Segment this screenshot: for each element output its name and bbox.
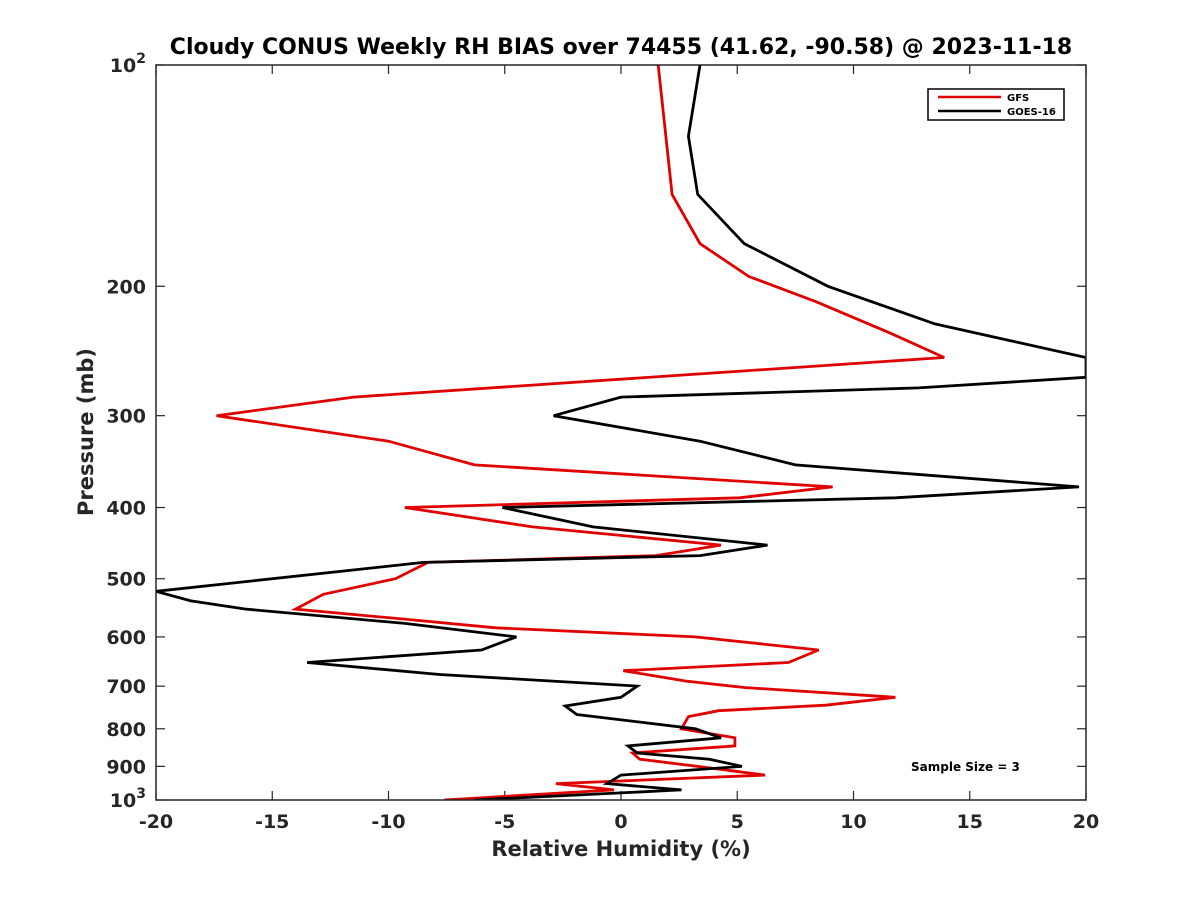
series-line-gfs xyxy=(216,65,945,800)
y-tick-label: 700 xyxy=(106,676,146,698)
y-tick-label: 103 xyxy=(110,786,146,812)
y-tick-label: 400 xyxy=(106,498,146,520)
legend: GFS GOES-16 xyxy=(927,88,1065,121)
x-tick-label: 0 xyxy=(614,811,627,833)
axis-ticks: -20 -15 -10 -5 0 5 10 15 20102200300400500600700… xyxy=(106,51,1099,833)
x-axis-label: Relative Humidity (%) xyxy=(491,837,750,861)
y-axis-label: Pressure (mb) xyxy=(74,348,98,516)
y-tick-label-base: 500 xyxy=(106,569,146,591)
x-tick-label: -20 xyxy=(139,811,173,833)
x-tick-label: 10 xyxy=(840,811,866,833)
y-tick-label-base: 10 xyxy=(110,790,136,812)
y-tick-label-base: 800 xyxy=(106,719,146,741)
y-tick-label: 600 xyxy=(106,627,146,649)
legend-label-goes16: GOES-16 xyxy=(1007,107,1056,118)
legend-box xyxy=(927,88,1065,121)
y-tick-label: 300 xyxy=(106,406,146,428)
x-tick-label: -5 xyxy=(494,811,515,833)
x-tick-label: 5 xyxy=(731,811,744,833)
y-tick-label: 200 xyxy=(106,276,146,298)
data-series xyxy=(156,65,1086,800)
y-tick-label-base: 200 xyxy=(106,276,146,298)
x-tick-label: -10 xyxy=(371,811,405,833)
x-tick-label: 20 xyxy=(1073,811,1099,833)
y-tick-label-exponent: 2 xyxy=(136,51,146,67)
y-tick-label-base: 10 xyxy=(110,55,136,77)
chart-title: Cloudy CONUS Weekly RH BIAS over 74455 (… xyxy=(170,35,1072,60)
y-tick-label-base: 300 xyxy=(106,406,146,428)
y-tick-label: 900 xyxy=(106,756,146,778)
y-tick-label-base: 600 xyxy=(106,627,146,649)
y-tick-label: 800 xyxy=(106,719,146,741)
y-tick-label: 500 xyxy=(106,569,146,591)
y-tick-label-base: 900 xyxy=(106,756,146,778)
y-tick-label-base: 700 xyxy=(106,676,146,698)
series-line-goes16 xyxy=(156,65,1086,800)
y-tick-label-base: 400 xyxy=(106,498,146,520)
axes-frame xyxy=(155,64,1087,801)
x-tick-label: -15 xyxy=(255,811,289,833)
legend-label-gfs: GFS xyxy=(1007,93,1029,104)
y-tick-label: 102 xyxy=(110,51,146,77)
y-tick-label-exponent: 3 xyxy=(136,786,146,802)
sample-size-annotation: Sample Size = 3 xyxy=(911,760,1020,774)
x-tick-label: 15 xyxy=(957,811,983,833)
